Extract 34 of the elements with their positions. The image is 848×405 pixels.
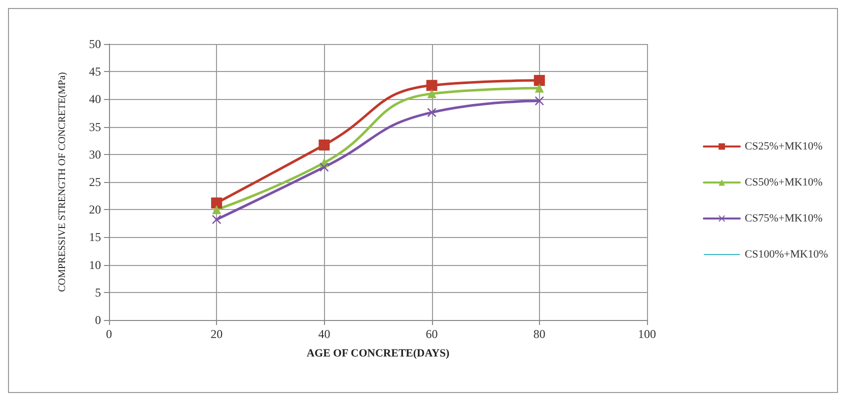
point: [320, 162, 329, 172]
y-tick-label: 5: [95, 285, 101, 300]
y-tick-label: 15: [89, 230, 101, 244]
legend-label: CS25%+MK10%: [744, 140, 823, 152]
point: [427, 108, 436, 117]
y-tick-label: 40: [89, 92, 101, 106]
x-tick-label: 40: [318, 327, 330, 341]
y-tick-label: 35: [89, 120, 101, 134]
point: [534, 74, 545, 86]
point: [534, 96, 544, 106]
y-tick-label: 25: [89, 175, 101, 189]
y-tick-label: 30: [89, 147, 101, 162]
point: [212, 205, 222, 214]
x-tick-label: 100: [638, 327, 656, 341]
x-tick-label: 0: [106, 327, 112, 341]
point: [426, 80, 438, 91]
y-tick-label: 20: [89, 202, 101, 217]
y-tick-label: 10: [89, 258, 101, 272]
legend-label: CS100%+MK10%: [744, 248, 828, 260]
point: [427, 89, 436, 98]
point: [212, 215, 222, 224]
y-axis-title: COMPRESSIVE STRENGTH OF CONCRETE(MPa): [57, 72, 68, 292]
x-tick-label: 20: [210, 327, 223, 341]
y-tick-label: 45: [89, 64, 101, 79]
x-tick-label: 80: [533, 327, 546, 341]
y-tick-label: 0: [95, 313, 101, 327]
point: [534, 84, 544, 93]
x-tick-label: 60: [426, 327, 438, 341]
point: [318, 140, 330, 151]
y-tick-label: 50: [89, 37, 101, 51]
point: [211, 197, 222, 208]
legend-label: CS50%+MK10%: [744, 176, 823, 188]
legend-label: CS75%+MK10%: [744, 212, 823, 224]
x-axis-title: AGE OF CONCRETE(DAYS): [306, 348, 450, 360]
